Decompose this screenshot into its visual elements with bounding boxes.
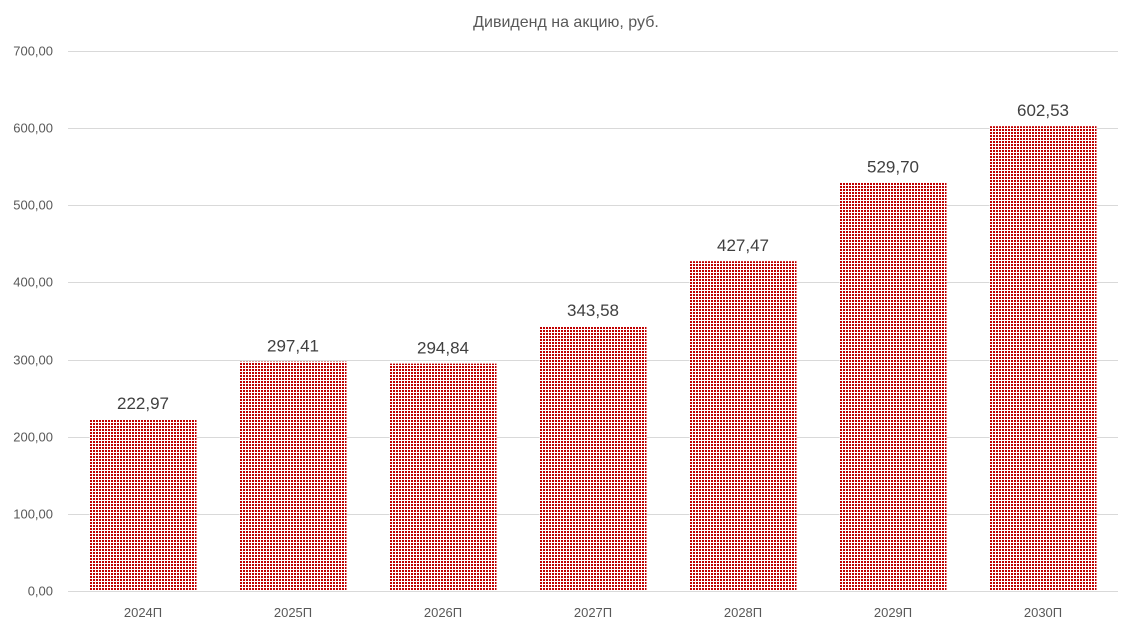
y-tick-label: 600,00 [13,121,53,136]
bar [689,261,797,591]
bar [389,363,497,591]
x-tick-label: 2029П [874,605,912,620]
bar-series [89,126,1097,591]
y-tick-label: 100,00 [13,507,53,522]
data-label: 602,53 [1017,101,1069,120]
x-tick-label: 2030П [1024,605,1062,620]
data-label: 222,97 [117,394,169,413]
y-tick-label: 200,00 [13,430,53,445]
x-tick-label: 2026П [424,605,462,620]
y-tick-label: 500,00 [13,198,53,213]
bar [839,182,947,591]
x-tick-label: 2025П [274,605,312,620]
y-tick-label: 700,00 [13,44,53,59]
bar [89,419,197,591]
data-label: 529,70 [867,157,919,176]
x-tick-label: 2028П [724,605,762,620]
x-tick-label: 2027П [574,605,612,620]
data-labels: 222,97 297,41 294,84 343,58 427,47 529,70 602,… [117,101,1069,413]
y-axis: 0,00 100,00 200,00 300,00 400,00 500,00 600,00… [13,44,53,599]
data-label: 343,58 [567,301,619,320]
bar [989,126,1097,591]
x-tick-label: 2024П [124,605,162,620]
data-label: 294,84 [417,339,469,358]
chart-title: Дивиденд на акцию, руб. [473,14,659,31]
x-axis: 2024П 2025П 2026П 2027П 2028П 2029П 2030П [124,605,1062,620]
y-tick-label: 300,00 [13,353,53,368]
data-label: 297,41 [267,337,319,356]
bar [539,326,647,591]
bar [239,361,347,591]
data-label: 427,47 [717,236,769,255]
y-tick-label: 400,00 [13,275,53,290]
y-tick-label: 0,00 [28,584,53,599]
